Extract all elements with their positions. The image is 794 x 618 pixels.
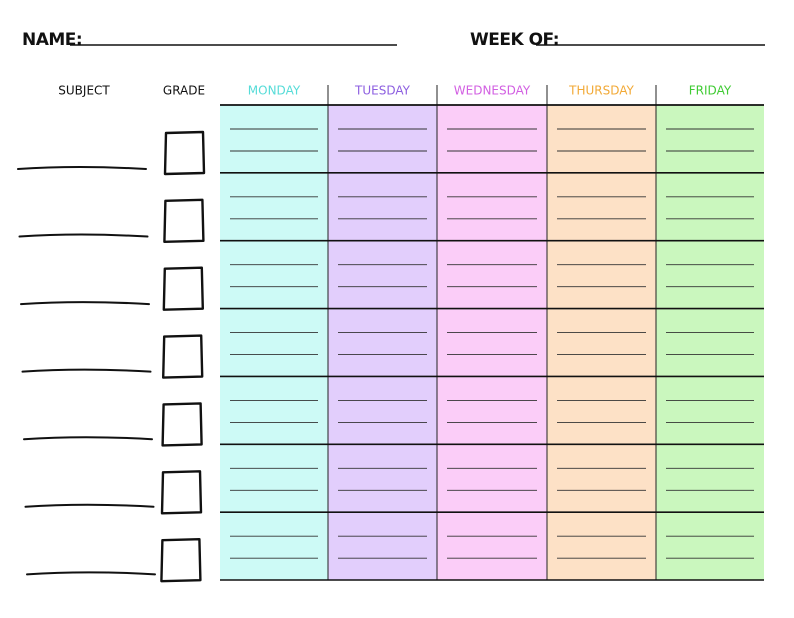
grade-box bbox=[160, 537, 202, 583]
subject-line bbox=[17, 166, 147, 170]
grade-box bbox=[163, 130, 206, 176]
grade-box bbox=[160, 470, 203, 515]
name-label: NAME: bbox=[22, 30, 82, 50]
subject-line bbox=[24, 503, 155, 508]
day-header: THURSDAY bbox=[568, 84, 634, 98]
subject-line bbox=[21, 368, 152, 373]
day-header: WEDNESDAY bbox=[454, 84, 531, 98]
subject-line bbox=[23, 436, 153, 441]
subject-line bbox=[18, 233, 149, 238]
day-column bbox=[437, 105, 547, 580]
day-header: FRIDAY bbox=[689, 84, 732, 98]
subject-line bbox=[20, 301, 150, 306]
day-column bbox=[220, 105, 328, 580]
day-column bbox=[547, 105, 656, 580]
day-header: MONDAY bbox=[248, 84, 301, 98]
subject-line bbox=[26, 571, 156, 576]
day-column bbox=[328, 105, 437, 580]
week-label: WEEK OF: bbox=[470, 30, 559, 50]
day-column bbox=[656, 105, 764, 580]
grade-box bbox=[162, 334, 204, 379]
grade-box bbox=[162, 266, 204, 311]
grade-box bbox=[163, 198, 205, 244]
day-header: TUESDAY bbox=[354, 84, 411, 98]
grade-header: GRADE bbox=[163, 84, 205, 98]
grade-box bbox=[161, 402, 203, 447]
subject-header: SUBJECT bbox=[58, 84, 110, 98]
